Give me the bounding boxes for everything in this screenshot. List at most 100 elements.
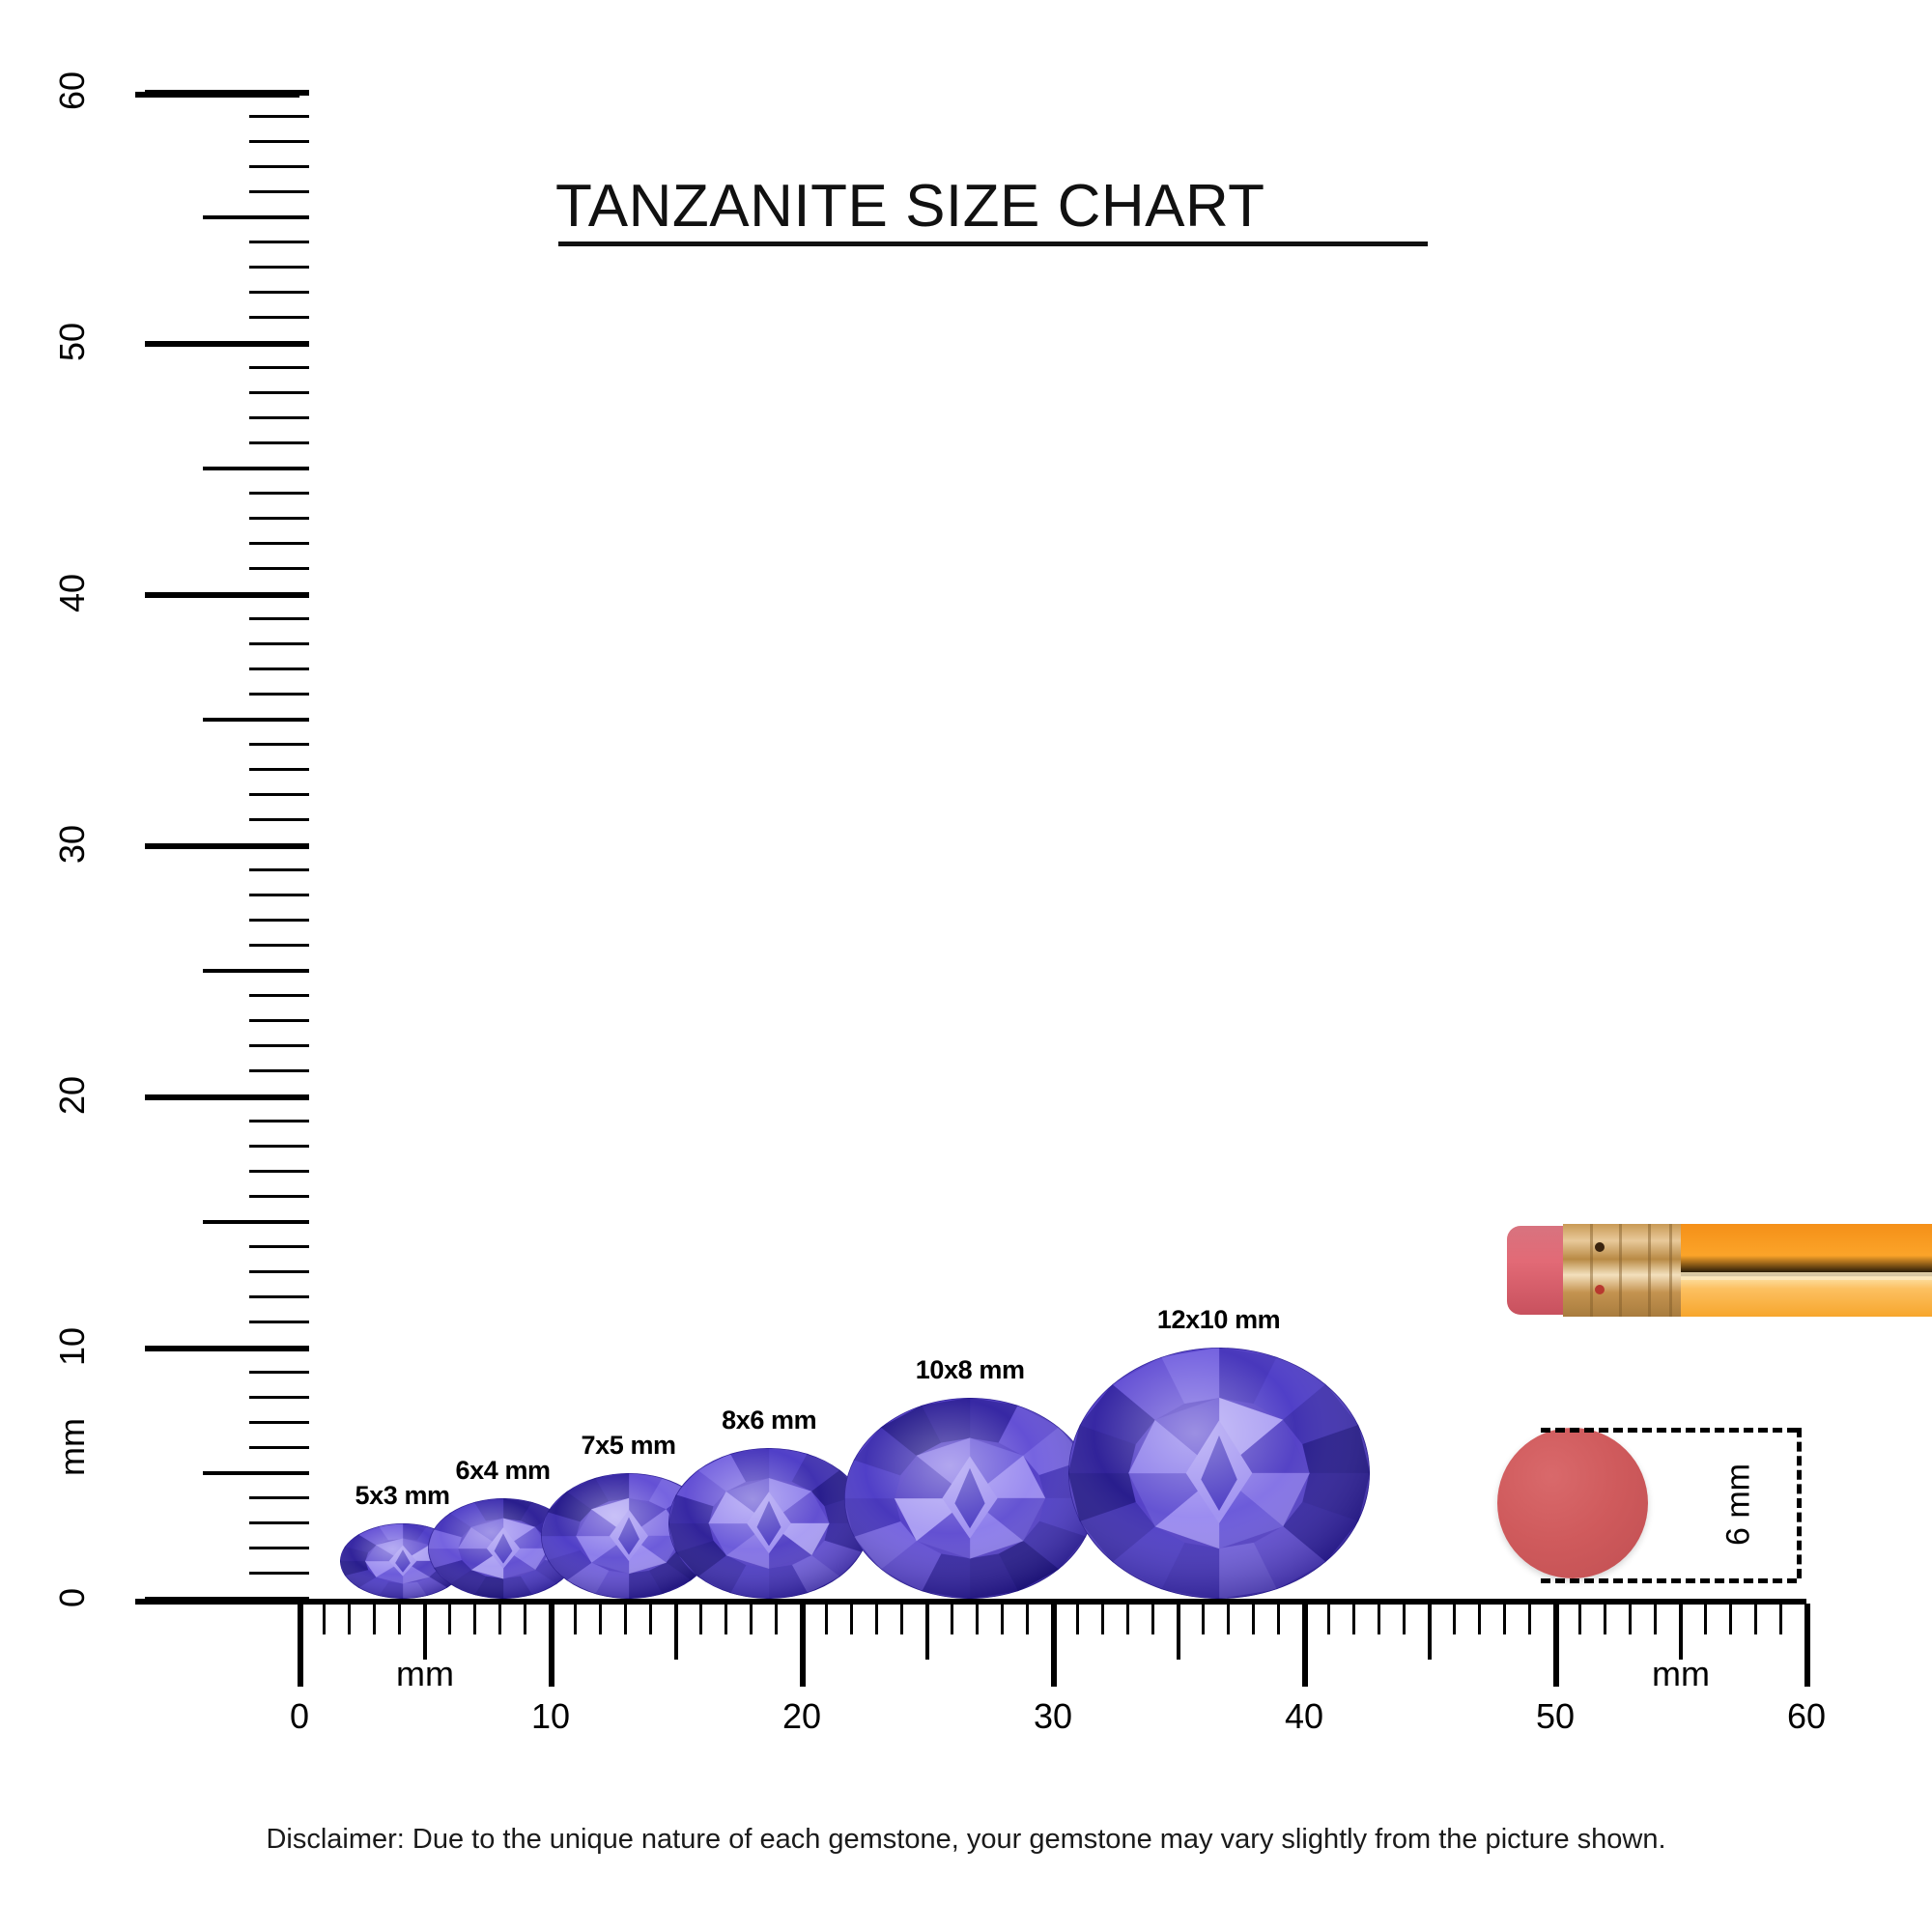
horizontal-ruler: 0 10 20 30 40 50 60 mm mm — [290, 1604, 1826, 1748]
vertical-tick-21 — [249, 1069, 309, 1072]
horizontal-tick-48 — [1503, 1604, 1506, 1634]
horizontal-tick-43 — [1378, 1604, 1380, 1634]
vertical-tick-37 — [249, 668, 309, 670]
vertical-tick-25 — [203, 969, 309, 973]
vertical-tick-0 — [145, 1597, 309, 1603]
vertical-tick-15 — [203, 1220, 309, 1224]
vertical-ruler: 60 50 40 30 20 10 0 mm — [52, 71, 309, 1607]
horizontal-tick-23 — [875, 1604, 878, 1634]
vertical-tick-14 — [249, 1245, 309, 1248]
horizontal-tick-49 — [1528, 1604, 1531, 1634]
horizontal-tick-14 — [649, 1604, 652, 1634]
title-underline — [558, 242, 1428, 246]
horizontal-tick-59 — [1779, 1604, 1782, 1634]
horizontal-tick-54 — [1654, 1604, 1657, 1634]
horizontal-tick-9 — [524, 1604, 526, 1634]
gemstone-label-10x8-mm: 10x8 mm — [915, 1355, 1025, 1384]
horizontal-tick-3 — [373, 1604, 376, 1634]
horizontal-tick-42 — [1352, 1604, 1355, 1634]
vertical-tick-33 — [249, 768, 309, 771]
horizontal-tick-31 — [1076, 1604, 1079, 1634]
vertical-tick-38 — [249, 642, 309, 645]
vertical-tick-32 — [249, 793, 309, 796]
vertical-tick-31 — [249, 818, 309, 821]
horizontal-tick-12 — [599, 1604, 602, 1634]
disclaimer-text: Disclaimer: Due to the unique nature of … — [266, 1824, 1666, 1855]
vertical-tick-23 — [249, 1019, 309, 1022]
vertical-tick-46 — [249, 441, 309, 444]
vertical-tick-20 — [145, 1094, 309, 1100]
vertical-tick-1 — [249, 1572, 309, 1575]
vertical-tick-9 — [249, 1371, 309, 1374]
vertical-tick-27 — [249, 919, 309, 922]
vertical-tick-8 — [249, 1396, 309, 1399]
horizontal-tick-45 — [1428, 1604, 1432, 1660]
vertical-tick-44 — [249, 492, 309, 495]
gemstone-12x10-mm[interactable] — [1067, 1348, 1370, 1599]
horizontal-tick-44 — [1403, 1604, 1406, 1634]
vertical-tick-17 — [249, 1170, 309, 1173]
horizontal-axis-label-50: 50 — [1535, 1696, 1576, 1736]
horizontal-tick-26 — [951, 1604, 953, 1634]
pencil-reference — [1507, 1212, 1932, 1328]
gemstone-shape — [668, 1448, 870, 1599]
eraser-reference-group: 6 mm — [1478, 1372, 1932, 1613]
horizontal-tick-33 — [1126, 1604, 1129, 1634]
vertical-tick-7 — [249, 1421, 309, 1424]
horizontal-axis-unit-label-1: mm — [1652, 1654, 1710, 1693]
horizontal-tick-28 — [1001, 1604, 1004, 1634]
horizontal-tick-2 — [348, 1604, 351, 1634]
vertical-tick-18 — [249, 1145, 309, 1148]
horizontal-tick-40 — [1302, 1604, 1308, 1687]
horizontal-tick-39 — [1277, 1604, 1280, 1634]
horizontal-tick-57 — [1729, 1604, 1732, 1634]
vertical-tick-28 — [249, 894, 309, 896]
gemstone-10x8-mm[interactable] — [844, 1398, 1096, 1599]
horizontal-tick-5 — [423, 1604, 427, 1660]
horizontal-tick-25 — [925, 1604, 929, 1660]
vertical-tick-16 — [249, 1195, 309, 1198]
horizontal-tick-41 — [1327, 1604, 1330, 1634]
horizontal-axis-label-30: 30 — [1033, 1696, 1073, 1736]
vertical-tick-52 — [249, 291, 309, 294]
vertical-tick-2 — [249, 1547, 309, 1549]
horizontal-tick-29 — [1026, 1604, 1029, 1634]
vertical-tick-59 — [249, 115, 309, 118]
vertical-tick-39 — [249, 617, 309, 620]
vertical-tick-50 — [145, 341, 309, 347]
vertical-tick-58 — [249, 140, 309, 143]
vertical-tick-57 — [249, 165, 309, 168]
vertical-tick-45 — [203, 467, 309, 470]
vertical-tick-35 — [203, 718, 309, 722]
horizontal-axis-unit-label-0: mm — [396, 1654, 454, 1693]
vertical-tick-26 — [249, 944, 309, 947]
horizontal-tick-46 — [1453, 1604, 1456, 1634]
gemstone-label-7x5-mm: 7x5 mm — [581, 1431, 677, 1460]
vertical-tick-54 — [249, 241, 309, 243]
horizontal-tick-17 — [724, 1604, 727, 1634]
gemstone-shape — [1067, 1348, 1370, 1599]
horizontal-tick-47 — [1478, 1604, 1481, 1634]
gemstone-label-5x3-mm: 5x3 mm — [355, 1481, 451, 1510]
horizontal-tick-4 — [398, 1604, 401, 1634]
horizontal-tick-58 — [1754, 1604, 1757, 1634]
eraser-dimension-label: 6 mm — [1719, 1463, 1757, 1546]
horizontal-tick-52 — [1604, 1604, 1606, 1634]
vertical-tick-51 — [249, 316, 309, 319]
horizontal-axis-label-0: 0 — [289, 1696, 310, 1736]
horizontal-axis-baseline — [135, 1599, 1806, 1605]
horizontal-tick-22 — [850, 1604, 853, 1634]
vertical-tick-12 — [249, 1295, 309, 1298]
horizontal-axis-label-60: 60 — [1786, 1696, 1827, 1736]
vertical-tick-5 — [203, 1471, 309, 1475]
horizontal-tick-36 — [1202, 1604, 1205, 1634]
horizontal-tick-7 — [473, 1604, 476, 1634]
page-title: TANZANITE SIZE CHART — [555, 173, 1265, 240]
gemstone-8x6-mm[interactable] — [668, 1448, 870, 1599]
horizontal-tick-32 — [1101, 1604, 1104, 1634]
vertical-tick-40 — [145, 592, 309, 598]
vertical-tick-56 — [249, 190, 309, 193]
gemstone-6x4-mm[interactable] — [427, 1498, 579, 1599]
